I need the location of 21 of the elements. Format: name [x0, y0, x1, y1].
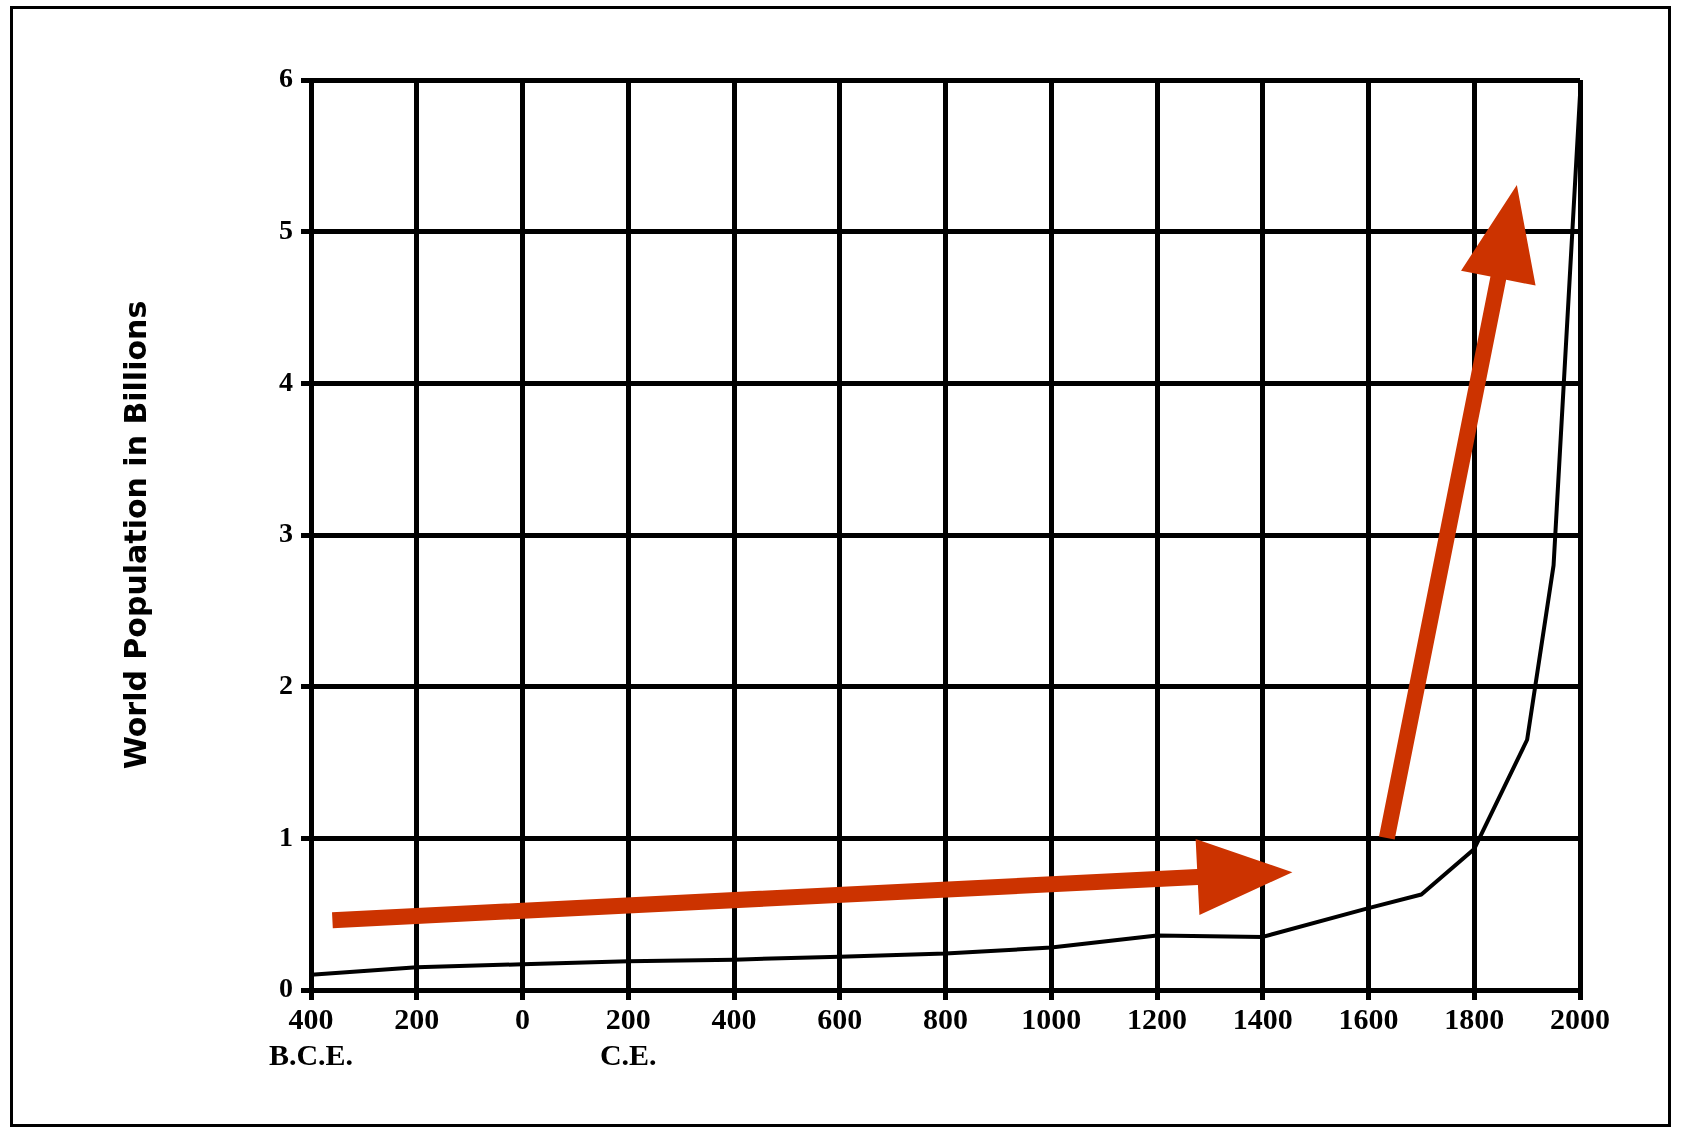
x-tick-label: 600 — [817, 1001, 863, 1035]
x-tick-label: 2000 — [1550, 1001, 1610, 1035]
x-tick-label: 200 — [394, 1001, 440, 1035]
x-tick-label: 0 — [515, 1001, 530, 1035]
x-tick-label: 800 — [923, 1001, 968, 1035]
y-tick-label: 6 — [279, 62, 293, 94]
y-tick-label: 2 — [279, 668, 293, 700]
y-axis-title: World Population in Billions — [117, 300, 153, 770]
x-tick-label: 1000 — [1021, 1001, 1082, 1035]
x-tick-label: 1400 — [1232, 1001, 1293, 1035]
x-tick-label: 400 B.C.E. — [268, 1001, 354, 1071]
x-tick-label: 1600 — [1338, 1001, 1399, 1035]
y-tick-label: 1 — [279, 820, 293, 852]
y-tick-label: 0 — [279, 972, 293, 1004]
y-tick-label: 5 — [279, 213, 293, 245]
y-tick-label: 3 — [279, 517, 293, 549]
x-tick-label: 200 C.E. — [599, 1001, 657, 1071]
x-tick-label: 1200 — [1127, 1001, 1187, 1035]
x-tick-label: 1800 — [1444, 1001, 1505, 1035]
y-tick-label: 4 — [279, 365, 293, 397]
x-tick-label: 400 — [711, 1001, 757, 1035]
